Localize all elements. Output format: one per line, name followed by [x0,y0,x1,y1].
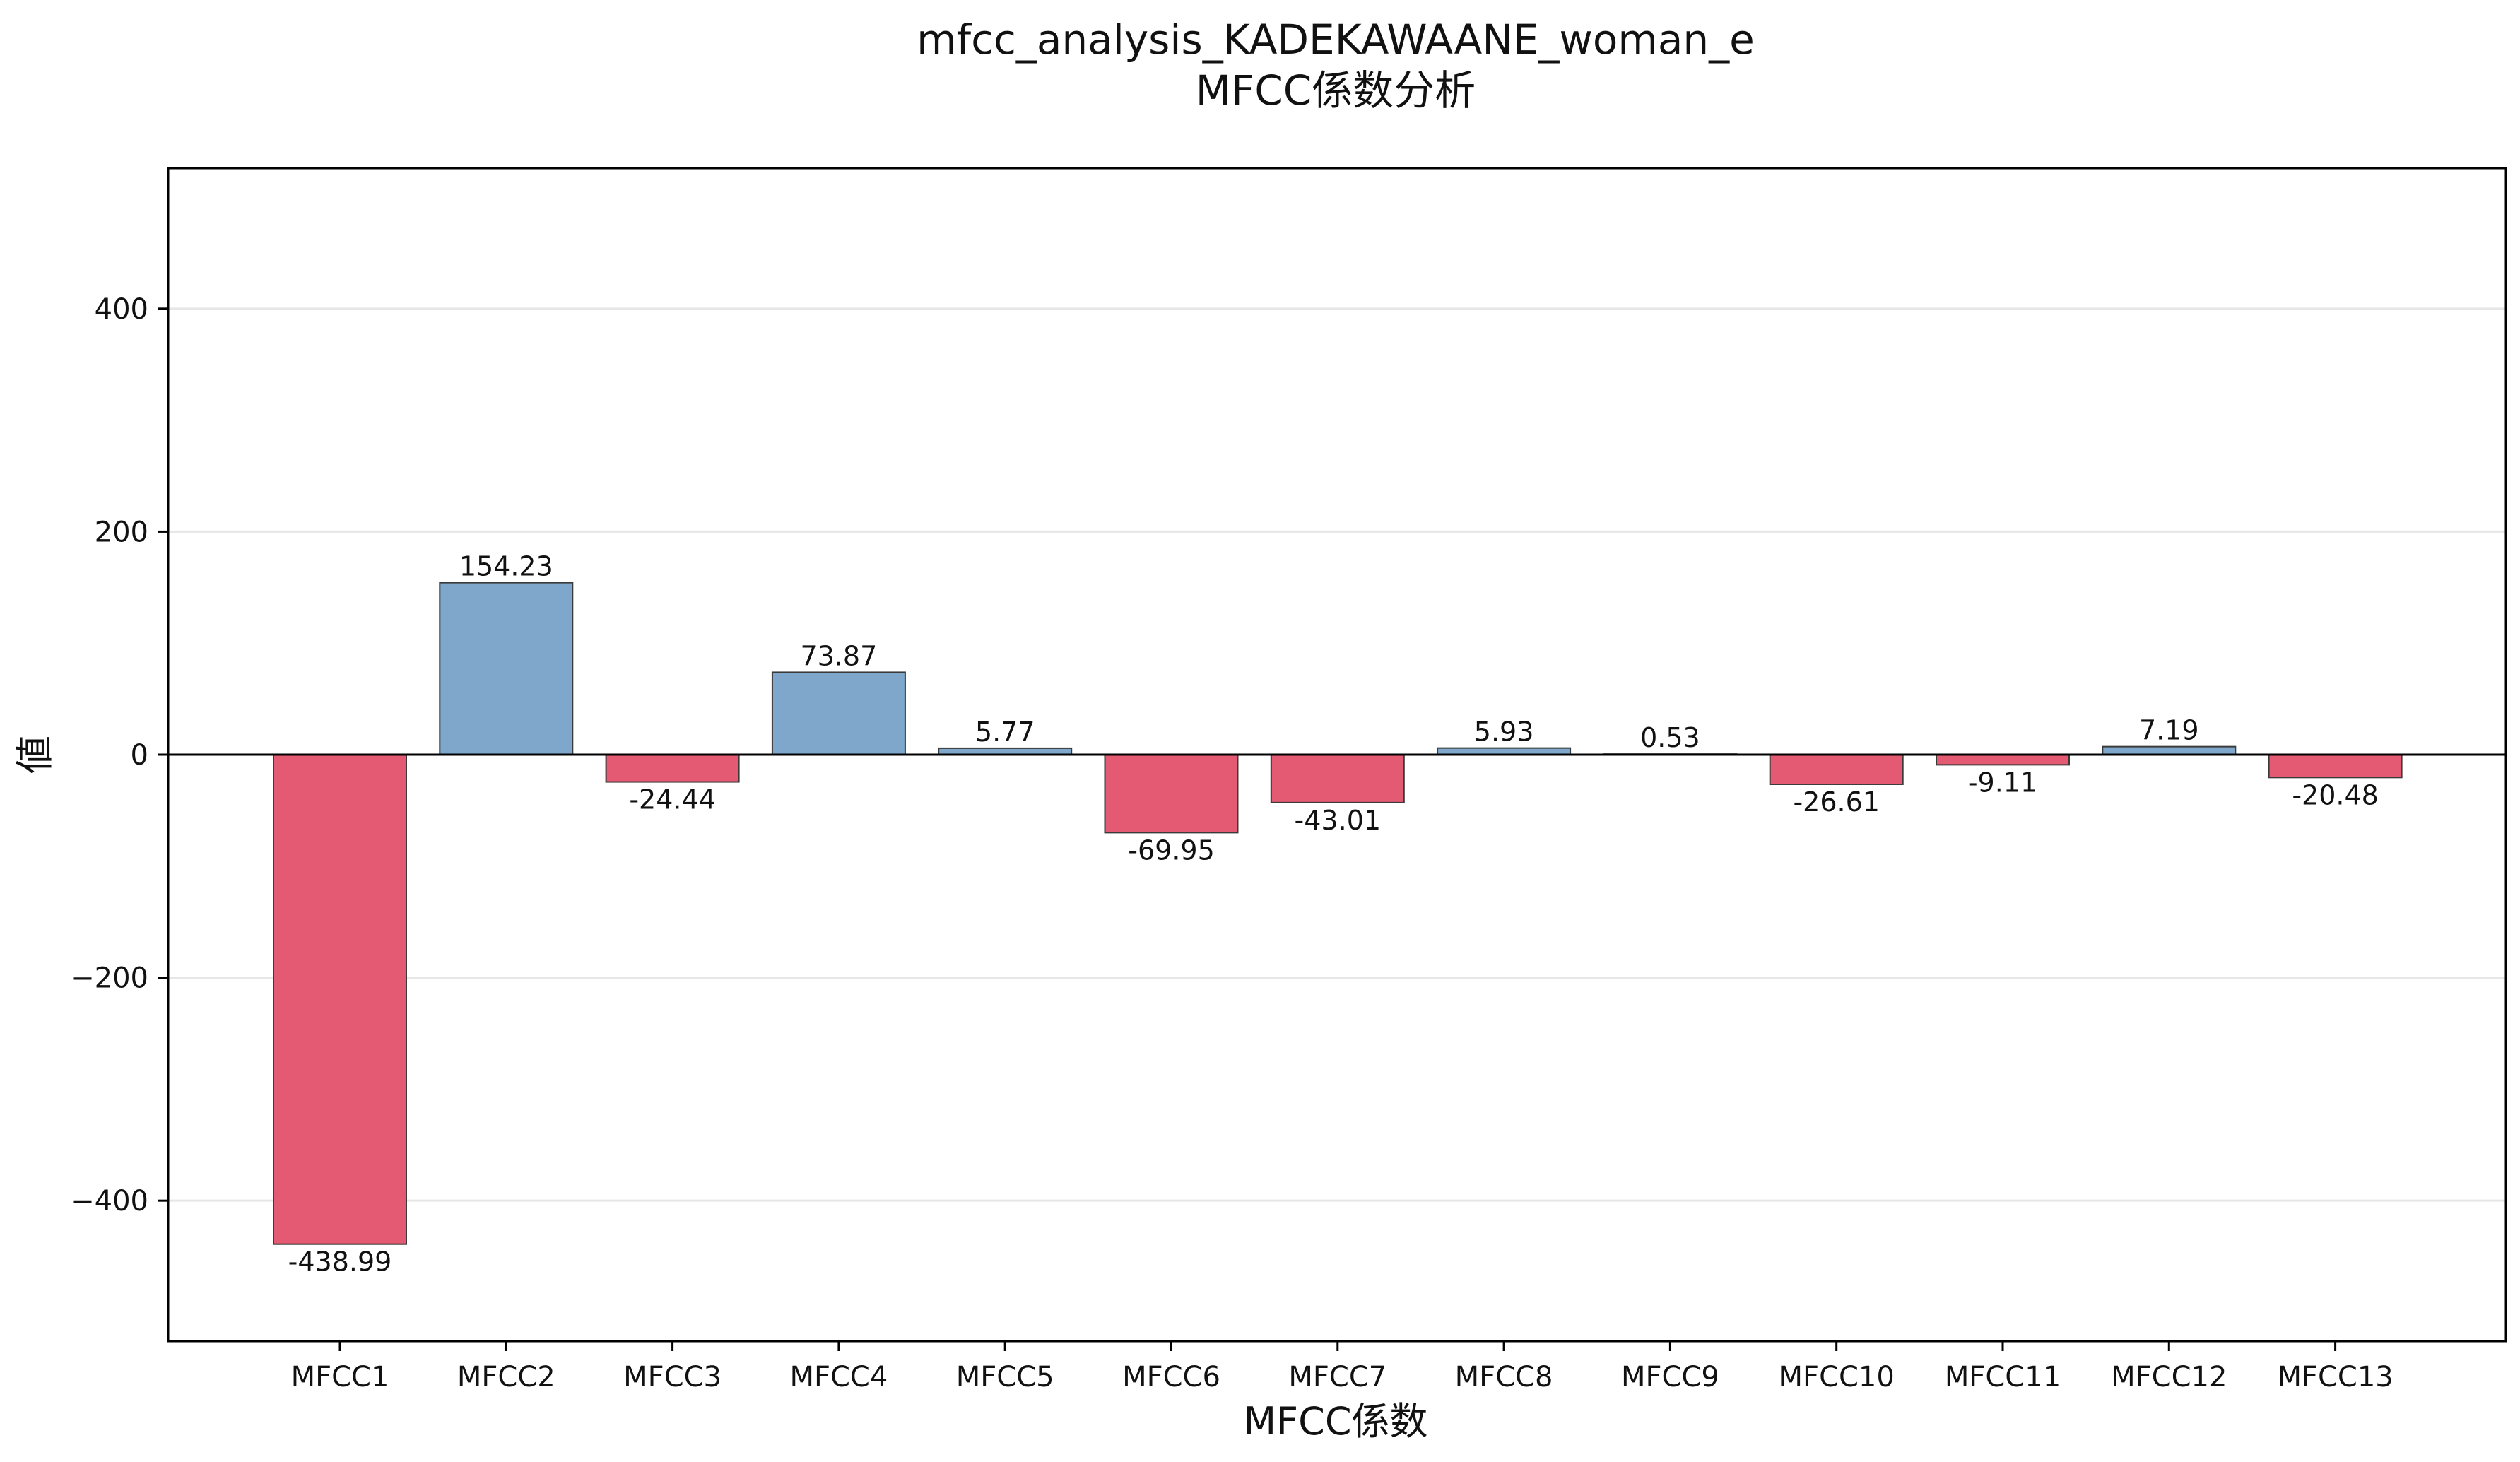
x-tick-label: MFCC9 [1621,1361,1719,1393]
x-tick-label: MFCC3 [623,1361,722,1393]
value-label: 154.23 [459,551,553,582]
y-tick-label: 400 [95,293,148,326]
x-tick-label: MFCC13 [2277,1361,2393,1393]
y-tick-label: −400 [71,1185,148,1218]
x-tick-label: MFCC6 [1122,1361,1220,1393]
bars [273,582,2403,1245]
value-label: -9.11 [1968,767,2037,798]
bar-mfcc1 [273,754,407,1245]
bar-mfcc12 [2102,745,2237,755]
x-axis-label: MFCC係数 [1243,1399,1427,1444]
y-tick-label: 200 [95,516,148,548]
x-axis: MFCC1 MFCC2 MFCC3 MFCC4 MFCC5 MFCC6 MFCC7 MFCC8… [291,1341,2394,1393]
value-label: -43.01 [1295,805,1382,836]
chart-title: mfcc_analysis_KADEKAWAANE_woman_e [917,16,1755,64]
bar-mfcc6 [1104,754,1239,834]
value-label: 5.93 [1474,717,1534,748]
bar-mfcc11 [1936,754,2070,766]
y-axis-label: 値 [13,736,57,774]
value-label: 7.19 [2139,715,2199,746]
x-tick-label: MFCC12 [2111,1361,2227,1393]
x-tick-label: MFCC8 [1455,1361,1553,1393]
bar-mfcc3 [605,754,740,783]
x-tick-label: MFCC11 [1945,1361,2061,1393]
chart-subtitle: MFCC係数分析 [1196,66,1476,114]
value-labels: -438.99 154.23 -24.44 73.87 5.77 -69.95 -43.01… [288,551,2379,1278]
value-label: -26.61 [1793,786,1880,818]
value-label: -438.99 [288,1246,392,1278]
x-tick-label: MFCC2 [457,1361,555,1393]
x-tick-label: MFCC10 [1779,1361,1895,1393]
value-label: -24.44 [629,784,716,815]
bar-mfcc4 [771,671,906,755]
value-label: -69.95 [1128,835,1215,866]
bar-mfcc13 [2268,754,2403,779]
bar-mfcc7 [1270,754,1405,803]
y-tick-label: −200 [71,962,148,995]
x-tick-label: MFCC1 [291,1361,389,1393]
x-tick-label: MFCC5 [956,1361,1054,1393]
y-axis: −400 −200 0 200 400 [71,293,168,1218]
y-tick-label: 0 [131,739,148,772]
bar-mfcc2 [439,582,574,755]
value-label: 5.77 [975,717,1035,748]
bar-mfcc10 [1769,754,1904,785]
x-tick-label: MFCC4 [789,1361,888,1393]
x-tick-label: MFCC7 [1288,1361,1386,1393]
value-label: -20.48 [2292,779,2379,810]
value-label: 73.87 [801,640,878,671]
value-label: 0.53 [1640,722,1700,753]
